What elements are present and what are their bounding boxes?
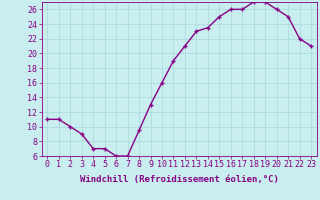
X-axis label: Windchill (Refroidissement éolien,°C): Windchill (Refroidissement éolien,°C) — [80, 175, 279, 184]
